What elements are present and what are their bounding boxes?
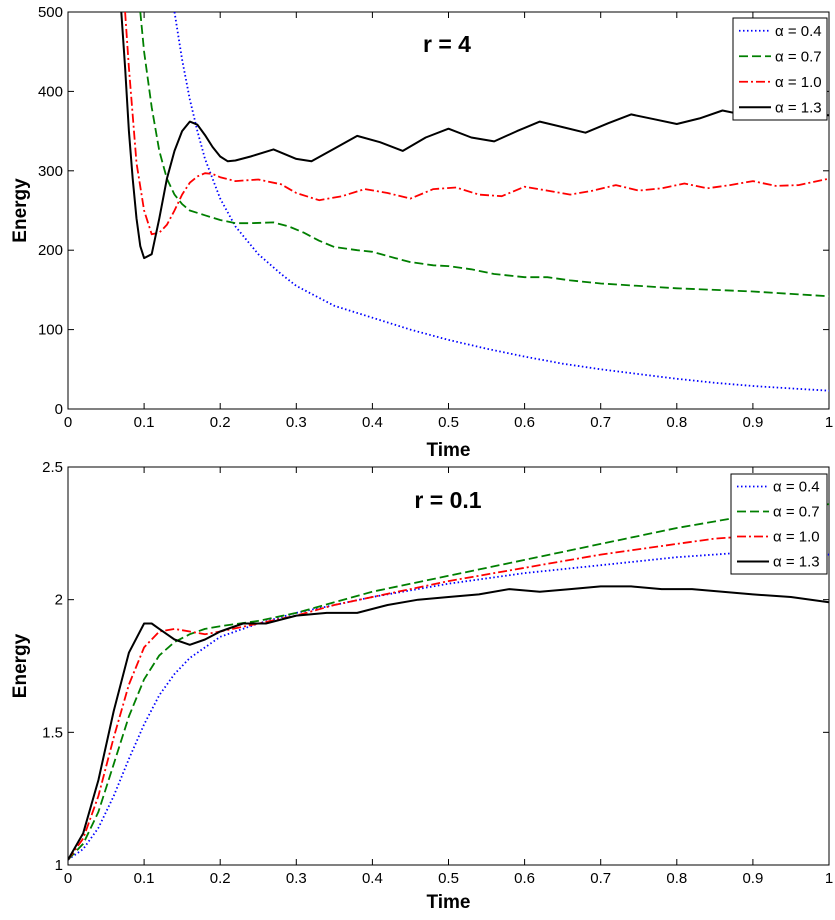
p0-series-line-4: [120, 12, 829, 260]
p1-legend: α = 0.4 α = 0.7 α = 1.0 α = 1.3: [730, 473, 828, 575]
p0-x-tick-label: 0.4: [362, 414, 383, 431]
p1-x-tick-label: 0: [64, 870, 72, 887]
p0-x-tick-label: 0.1: [134, 414, 155, 431]
p0-y-tick-label: 400: [38, 83, 63, 100]
p1-title: r = 0.1: [414, 487, 481, 513]
p1-x-tick-label: 0.1: [134, 870, 155, 887]
p1-axes-box: [67, 466, 830, 866]
p0-legend: α = 0.4 α = 0.7 α = 1.0 α = 1.3: [732, 17, 828, 121]
p0-legend-label-3: α = 1.0: [775, 74, 822, 91]
p0-series-line-3: [124, 12, 829, 236]
p1-series-line-1: [68, 551, 829, 861]
p0-series-line-2: [139, 12, 829, 298]
p1-y-tick-label: 1.5: [42, 724, 63, 741]
p0-y-tick-label: 200: [38, 242, 63, 259]
p0-x-tick-label: 0.2: [210, 414, 231, 431]
chart-r-0.1: 0 0.1 0.2 0.3 0.4 0.5 0.6 0.7 0.8 0.9 1 1 1.5 2 2.5 r =…: [10, 459, 833, 913]
p1-x-tick-label: 0.6: [514, 870, 535, 887]
p0-y-tick-label: 500: [38, 4, 63, 21]
p1-series-line-2: [68, 503, 829, 861]
p0-legend-label-2: α = 0.7: [775, 48, 822, 65]
p0-legend-box: [732, 17, 828, 121]
p0-x-tick-label: 0.9: [742, 414, 763, 431]
p1-x-tick-label: 0.7: [590, 870, 611, 887]
p0-series-line-1: [173, 12, 829, 392]
p1-y-tick-label: 2.5: [42, 459, 63, 476]
p1-y-axis-label: Energy: [10, 633, 31, 698]
p0-x-tick-label: 0.8: [666, 414, 687, 431]
p0-y-axis-label: Energy: [10, 178, 31, 243]
p1-x-tick-label: 0.8: [666, 870, 687, 887]
p0-y-tick-label: 100: [38, 322, 63, 339]
p0-legend-label-4: α = 1.3: [775, 99, 822, 116]
p1-y-tick-label: 2: [55, 592, 63, 609]
p0-x-tick-label: 0.3: [286, 414, 307, 431]
p1-series-line-4: [68, 585, 829, 861]
p1-x-axis-label: Time: [426, 892, 470, 913]
p0-x-tick-label: 0.5: [438, 414, 459, 431]
p0-x-tick-label: 0.6: [514, 414, 535, 431]
p1-x-tick-label: 0.5: [438, 870, 459, 887]
p1-legend-label-4: α = 1.3: [773, 554, 820, 571]
p0-x-axis-label: Time: [426, 440, 470, 461]
p1-legend-box: [730, 473, 828, 575]
p0-axes-box: [67, 11, 830, 410]
p1-x-tick-label: 0.4: [362, 870, 383, 887]
p0-x-tick-label: 0.7: [590, 414, 611, 431]
p1-legend-label-3: α = 1.0: [773, 529, 820, 546]
p1-series-group: [68, 503, 829, 861]
p0-x-tick-label: 0: [64, 414, 72, 431]
p1-x-tick-label: 0.9: [742, 870, 763, 887]
p0-series-group: [120, 12, 829, 392]
p0-title: r = 4: [423, 31, 471, 57]
p1-legend-label-1: α = 0.4: [773, 479, 820, 496]
p1-y-tick-label: 1: [55, 857, 63, 874]
p0-x-tick-label: 1: [825, 414, 833, 431]
chart-r-4: 0 0.1 0.2 0.3 0.4 0.5 0.6 0.7 0.8 0.9 1 0 100 200 300 4…: [10, 4, 833, 461]
p1-legend-label-2: α = 0.7: [773, 504, 820, 521]
p1-x-tick-label: 1: [825, 870, 833, 887]
p1-x-tick-label: 0.2: [210, 870, 231, 887]
p0-y-tick-label: 300: [38, 163, 63, 180]
p0-y-tick-label: 0: [55, 401, 63, 418]
p0-legend-label-1: α = 0.4: [775, 23, 822, 40]
p1-x-tick-label: 0.3: [286, 870, 307, 887]
